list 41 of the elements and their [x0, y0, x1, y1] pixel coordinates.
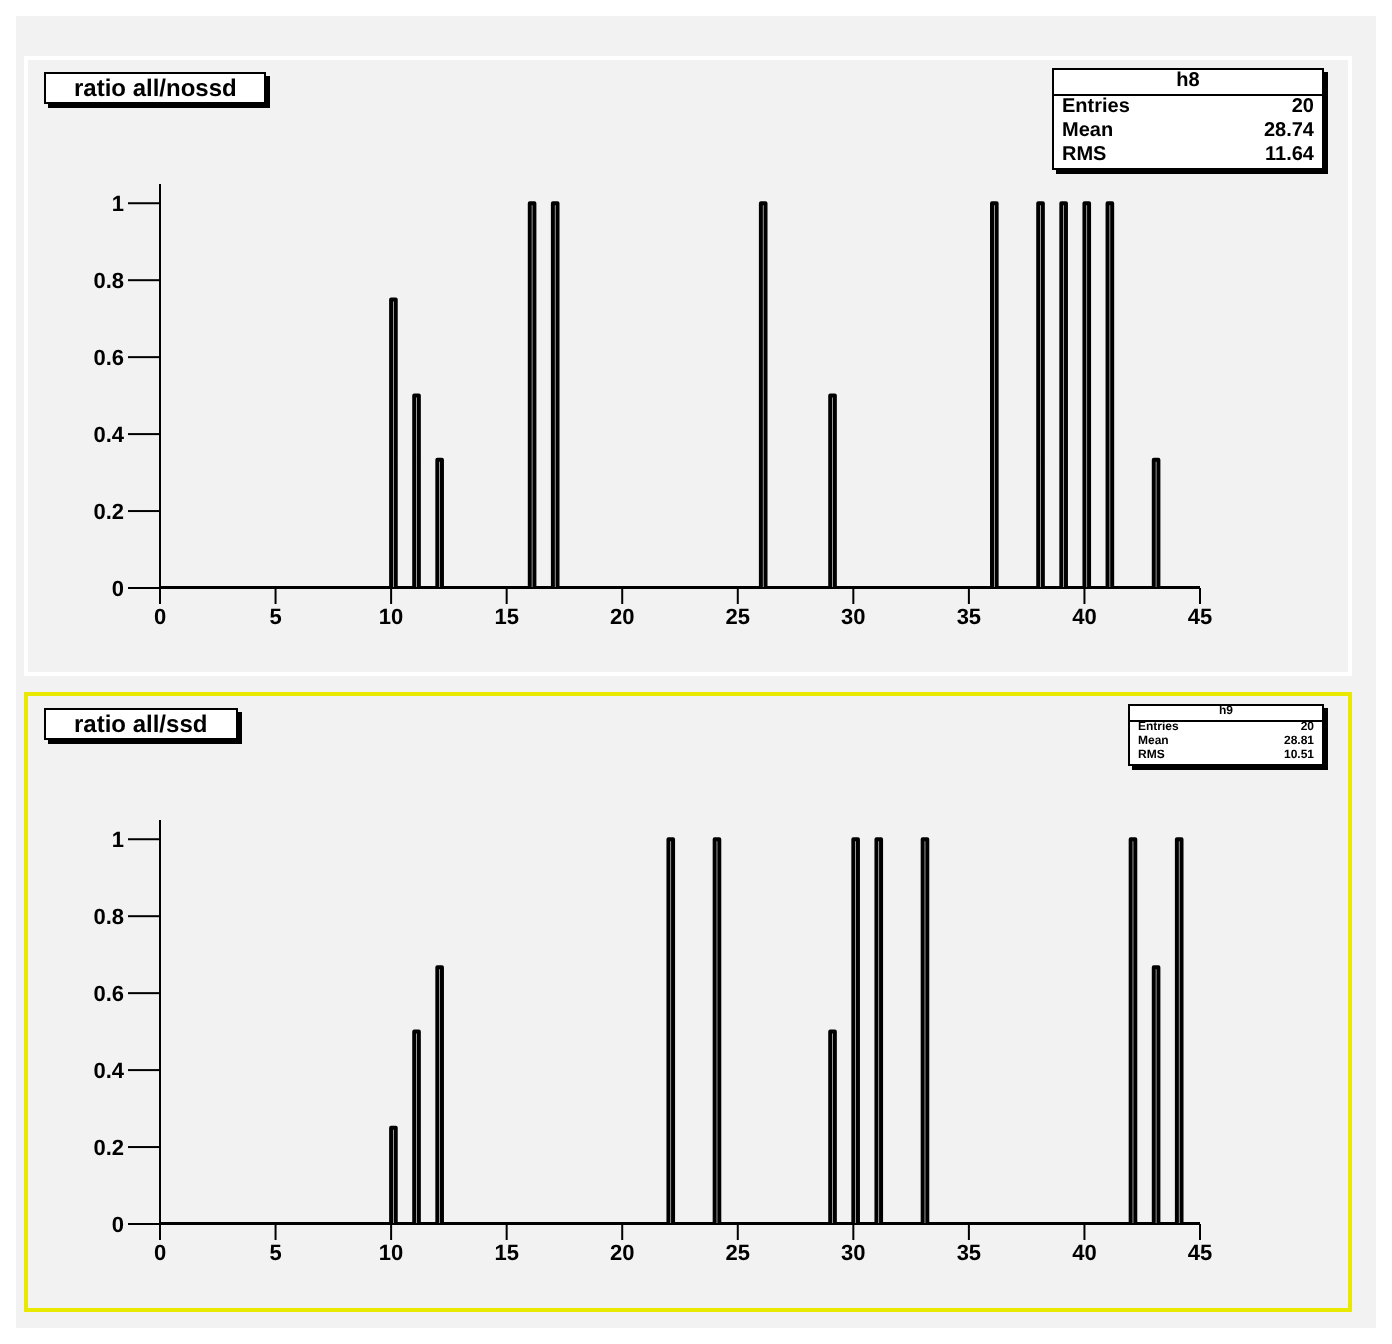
text: 11.64: [1265, 144, 1314, 168]
x-tick-label: 45: [1187, 605, 1213, 630]
x-tick-label: 25: [725, 605, 751, 630]
y-tick-label: 0.6: [93, 982, 124, 1007]
x-tick-label: 30: [841, 1241, 866, 1266]
text: 20: [1291, 96, 1314, 120]
text: h8: [1054, 70, 1322, 96]
x-tick-label: 35: [956, 605, 982, 630]
x-tick-label: 20: [609, 605, 635, 630]
y-tick-label: 0.6: [93, 346, 124, 371]
y-tick-label: 0: [111, 577, 124, 602]
y-tick-label: 1: [111, 829, 124, 854]
x-tick-label: 25: [725, 1241, 751, 1266]
x-tick-label: 0: [153, 1241, 167, 1266]
y-tick-label: 0: [111, 1213, 124, 1238]
x-tick-label: 15: [494, 1241, 519, 1266]
y-tick-label: 0.4: [93, 1059, 126, 1084]
x-tick-label: 5: [269, 1241, 282, 1266]
chart-title: ratio all/nossd: [44, 72, 267, 104]
x-tick-label: 5: [269, 605, 282, 630]
x-tick-label: 0: [153, 605, 167, 630]
x-tick-label: 45: [1187, 1241, 1213, 1266]
text: Entries: [1062, 96, 1130, 120]
y-tick-label: 0.2: [93, 500, 124, 525]
y-tick-label: 0.4: [93, 423, 126, 448]
text: Mean: [1062, 120, 1114, 144]
x-tick-label: 30: [841, 605, 866, 630]
x-tick-label: 10: [378, 605, 404, 630]
text: RMS: [1062, 144, 1107, 168]
x-tick-label: 20: [609, 1241, 635, 1266]
x-tick-label: 35: [956, 1241, 982, 1266]
y-tick-label: 0.8: [93, 906, 124, 930]
x-tick-label: 40: [1072, 1241, 1097, 1266]
text: 28.74: [1263, 120, 1314, 144]
x-tick-label: 10: [378, 1241, 404, 1266]
y-tick-label: 0.8: [93, 270, 124, 294]
y-tick-label: 0.2: [93, 1136, 124, 1161]
chart-title: ratio all/ssd: [44, 708, 238, 740]
y-tick-label: 1: [111, 193, 124, 218]
x-tick-label: 15: [494, 605, 519, 630]
x-tick-label: 40: [1072, 605, 1097, 630]
